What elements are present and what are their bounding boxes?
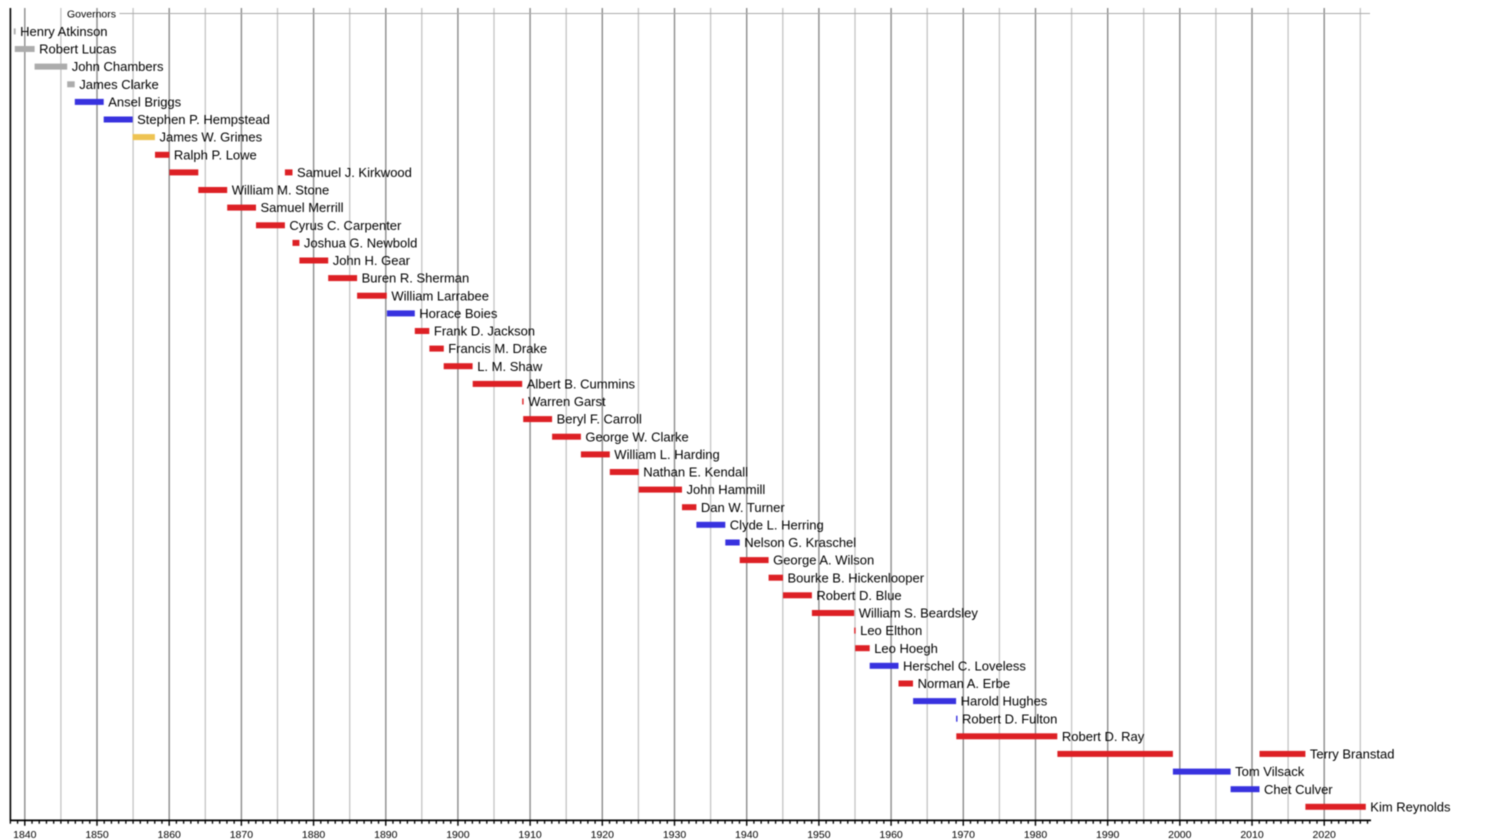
svg-text:Nelson G. Kraschel: Nelson G. Kraschel (744, 535, 856, 550)
svg-text:Harold Hughes: Harold Hughes (961, 694, 1048, 709)
svg-text:Ansel Briggs: Ansel Briggs (108, 95, 181, 110)
svg-text:John H. Gear: John H. Gear (333, 253, 411, 268)
svg-text:1900: 1900 (446, 829, 470, 840)
svg-text:John Chambers: John Chambers (72, 59, 164, 74)
svg-text:James Clarke: James Clarke (79, 77, 158, 92)
svg-text:William S. Beardsley: William S. Beardsley (859, 606, 979, 621)
svg-text:Herschel C. Loveless: Herschel C. Loveless (903, 658, 1026, 673)
svg-text:Clyde L. Herring: Clyde L. Herring (730, 517, 824, 532)
svg-text:Nathan E. Kendall: Nathan E. Kendall (643, 465, 748, 480)
svg-text:1920: 1920 (591, 829, 615, 840)
svg-text:1950: 1950 (807, 829, 831, 840)
svg-text:Robert D. Fulton: Robert D. Fulton (962, 711, 1057, 726)
svg-text:Beryl F. Carroll: Beryl F. Carroll (557, 412, 642, 427)
svg-text:1940: 1940 (735, 829, 759, 840)
svg-text:Leo Hoegh: Leo Hoegh (874, 641, 938, 656)
svg-text:1890: 1890 (374, 829, 398, 840)
svg-text:Samuel Merrill: Samuel Merrill (261, 200, 344, 215)
svg-text:Horace Boies: Horace Boies (419, 306, 498, 321)
svg-text:1910: 1910 (518, 829, 542, 840)
svg-text:Governors: Governors (67, 8, 116, 20)
svg-text:Tom Vilsack: Tom Vilsack (1235, 764, 1305, 779)
svg-text:Bourke B. Hickenlooper: Bourke B. Hickenlooper (788, 570, 925, 585)
svg-text:George A. Wilson: George A. Wilson (773, 553, 874, 568)
svg-text:George W. Clarke: George W. Clarke (585, 429, 688, 444)
svg-text:Chet Culver: Chet Culver (1264, 782, 1333, 797)
svg-text:Albert B. Cummins: Albert B. Cummins (527, 377, 636, 392)
svg-text:John Hammill: John Hammill (687, 482, 766, 497)
svg-text:Francis M. Drake: Francis M. Drake (448, 341, 547, 356)
svg-text:2000: 2000 (1168, 829, 1192, 840)
svg-text:1930: 1930 (663, 829, 687, 840)
svg-text:Robert D. Ray: Robert D. Ray (1062, 729, 1145, 744)
svg-text:1850: 1850 (85, 829, 109, 840)
svg-text:Henry Atkinson: Henry Atkinson (20, 24, 107, 39)
svg-text:L. M. Shaw: L. M. Shaw (477, 359, 543, 374)
svg-text:Leo Elthon: Leo Elthon (860, 623, 922, 638)
svg-text:Joshua G. Newbold: Joshua G. Newbold (304, 236, 417, 251)
svg-text:William Larrabee: William Larrabee (391, 288, 489, 303)
svg-text:Warren Garst: Warren Garst (528, 394, 606, 409)
svg-text:Robert D. Blue: Robert D. Blue (816, 588, 901, 603)
svg-text:1960: 1960 (879, 829, 903, 840)
svg-text:1870: 1870 (230, 829, 254, 840)
svg-text:2010: 2010 (1240, 829, 1264, 840)
svg-text:1880: 1880 (302, 829, 326, 840)
svg-text:Norman A. Erbe: Norman A. Erbe (918, 676, 1011, 691)
svg-text:Kim Reynolds: Kim Reynolds (1370, 799, 1451, 814)
svg-text:1990: 1990 (1096, 829, 1120, 840)
svg-text:Stephen P. Hempstead: Stephen P. Hempstead (137, 112, 270, 127)
svg-text:William L. Harding: William L. Harding (614, 447, 719, 462)
svg-text:1840: 1840 (13, 829, 37, 840)
svg-text:Terry Branstad: Terry Branstad (1310, 747, 1395, 762)
svg-text:Ralph P. Lowe: Ralph P. Lowe (174, 147, 257, 162)
svg-text:Samuel J. Kirkwood: Samuel J. Kirkwood (297, 165, 412, 180)
svg-text:Frank D. Jackson: Frank D. Jackson (434, 324, 535, 339)
svg-text:1860: 1860 (158, 829, 182, 840)
svg-text:2020: 2020 (1313, 829, 1337, 840)
svg-text:1980: 1980 (1024, 829, 1048, 840)
svg-text:Robert Lucas: Robert Lucas (39, 42, 117, 57)
svg-text:James W. Grimes: James W. Grimes (160, 130, 263, 145)
svg-text:1970: 1970 (952, 829, 976, 840)
svg-text:Buren R. Sherman: Buren R. Sherman (362, 271, 470, 286)
svg-text:William M. Stone: William M. Stone (232, 183, 330, 198)
svg-text:Dan W. Turner: Dan W. Turner (701, 500, 785, 515)
svg-text:Cyrus C. Carpenter: Cyrus C. Carpenter (289, 218, 402, 233)
